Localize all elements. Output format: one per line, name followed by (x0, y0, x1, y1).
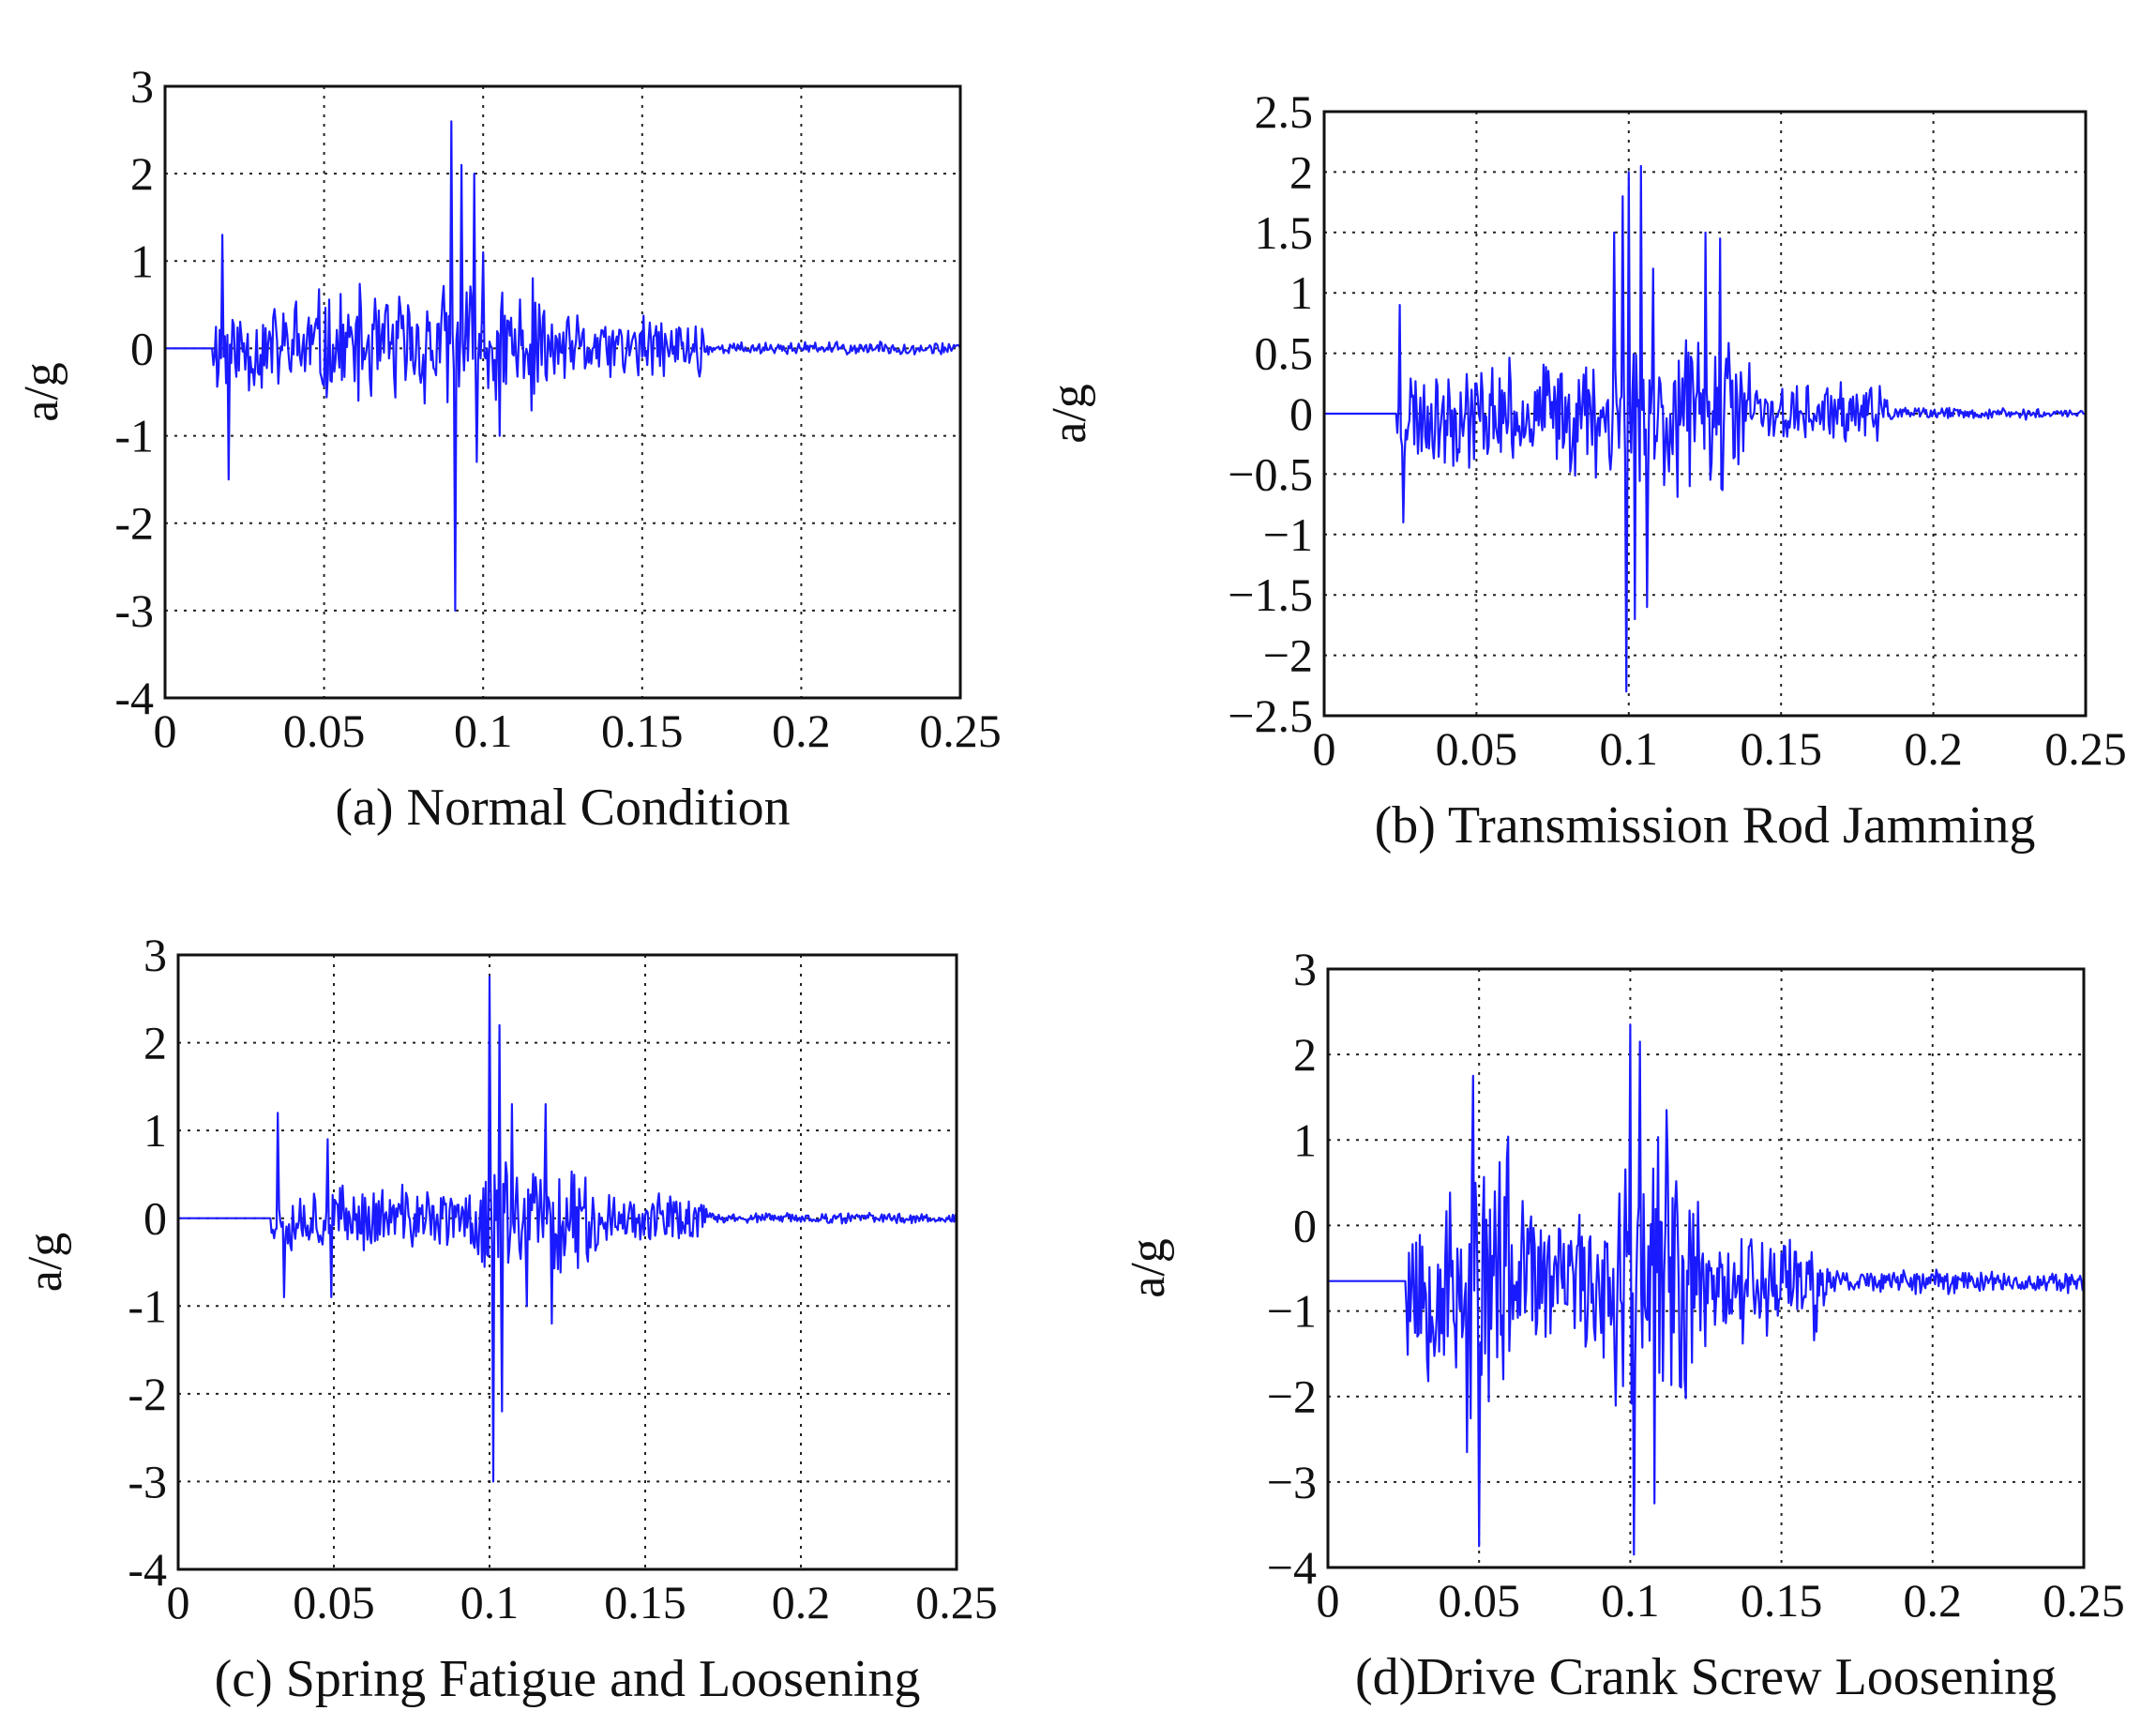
y-tick-label: 1 (1293, 1113, 1317, 1166)
y-tick-label: 2 (1289, 145, 1313, 198)
x-tick-label: 0.05 (283, 704, 366, 757)
y-tick-label: 0.5 (1255, 327, 1314, 380)
y-tick-label: 3 (1293, 943, 1317, 995)
y-tick-label: 0 (1293, 1199, 1317, 1251)
x-tick-label: 0.25 (915, 1576, 998, 1628)
y-tick-label: 0 (1289, 387, 1313, 440)
x-tick-label: 0 (1313, 722, 1336, 775)
x-tick-label: 0.15 (604, 1576, 686, 1628)
y-tick-label: −3 (1267, 1456, 1317, 1508)
plot-frame (176, 953, 958, 1571)
x-tick-label: 0.2 (772, 704, 831, 757)
panel-caption: (a) Normal Condition (335, 779, 790, 837)
x-tick-label: 0.05 (1438, 1574, 1520, 1627)
signal-line (1328, 1023, 2086, 1556)
y-axis-label: a/g (19, 1233, 72, 1293)
y-tick-label: 0 (143, 1192, 167, 1245)
x-tick-label: 0.2 (772, 1576, 831, 1628)
plot-frame (1326, 967, 2086, 1569)
signal-line (1324, 164, 2087, 693)
y-tick-label: 1.5 (1255, 206, 1314, 259)
signal-line (178, 976, 958, 1483)
x-tick-label: 0.25 (2044, 722, 2127, 775)
x-tick-label: 0.25 (919, 704, 1002, 757)
y-tick-label: −1.5 (1228, 568, 1313, 621)
x-tick-label: 0 (167, 1576, 190, 1628)
y-tick-label: 0 (130, 322, 154, 374)
y-tick-label: 3 (143, 929, 167, 981)
x-tick-label: 0.1 (1600, 722, 1659, 775)
y-tick-label: -4 (114, 672, 154, 724)
plot-frame (1322, 110, 2088, 718)
x-tick-label: 0.2 (1904, 722, 1963, 775)
y-tick-label: -4 (128, 1543, 167, 1596)
x-tick-label: 0.05 (1436, 722, 1518, 775)
signal-line (165, 120, 961, 612)
y-tick-label: -3 (114, 584, 154, 637)
x-tick-label: 0 (154, 704, 177, 757)
x-tick-label: 0.1 (454, 704, 513, 757)
y-tick-label: −2 (1263, 629, 1313, 682)
x-tick-label: 0.15 (1740, 722, 1822, 775)
x-tick-label: 0.05 (293, 1576, 375, 1628)
y-tick-label: 2.5 (1255, 85, 1314, 138)
x-tick-label: 0.25 (2043, 1574, 2125, 1627)
y-tick-label: 3 (130, 60, 154, 113)
x-tick-label: 0.2 (1904, 1574, 1963, 1627)
panel-caption: (c) Spring Fatigue and Loosening (215, 1650, 921, 1708)
y-tick-label: -1 (128, 1279, 167, 1332)
y-tick-label: 2 (130, 147, 154, 200)
plot-frame (163, 84, 962, 700)
y-axis-label: a/g (1043, 384, 1096, 444)
y-tick-label: -2 (128, 1368, 167, 1420)
y-tick-label: 1 (143, 1104, 167, 1157)
x-tick-label: 0.1 (1601, 1574, 1660, 1627)
y-tick-label: -2 (114, 497, 154, 550)
y-tick-label: −1 (1263, 508, 1313, 561)
y-axis-label: a/g (1122, 1238, 1175, 1298)
y-axis-label: a/g (15, 362, 68, 422)
y-tick-label: 1 (1289, 266, 1313, 319)
y-tick-label: 2 (143, 1017, 167, 1069)
y-tick-label: 1 (130, 235, 154, 287)
y-tick-label: −2 (1267, 1370, 1317, 1423)
y-tick-label: −0.5 (1228, 447, 1313, 500)
x-tick-label: 0.15 (601, 704, 684, 757)
y-tick-label: 2 (1293, 1028, 1317, 1081)
panel-caption: (b) Transmission Rod Jamming (1375, 796, 2036, 855)
y-tick-label: −2.5 (1228, 689, 1313, 742)
y-tick-label: −1 (1267, 1285, 1317, 1338)
x-tick-label: 0.1 (460, 1576, 520, 1628)
y-tick-label: -1 (114, 410, 154, 462)
y-tick-label: −4 (1267, 1541, 1317, 1594)
x-tick-label: 0.15 (1741, 1574, 1823, 1627)
panel-caption: (d)Drive Crank Screw Loosening (1355, 1648, 2057, 1706)
x-tick-label: 0 (1317, 1574, 1340, 1627)
y-tick-label: -3 (128, 1455, 167, 1507)
